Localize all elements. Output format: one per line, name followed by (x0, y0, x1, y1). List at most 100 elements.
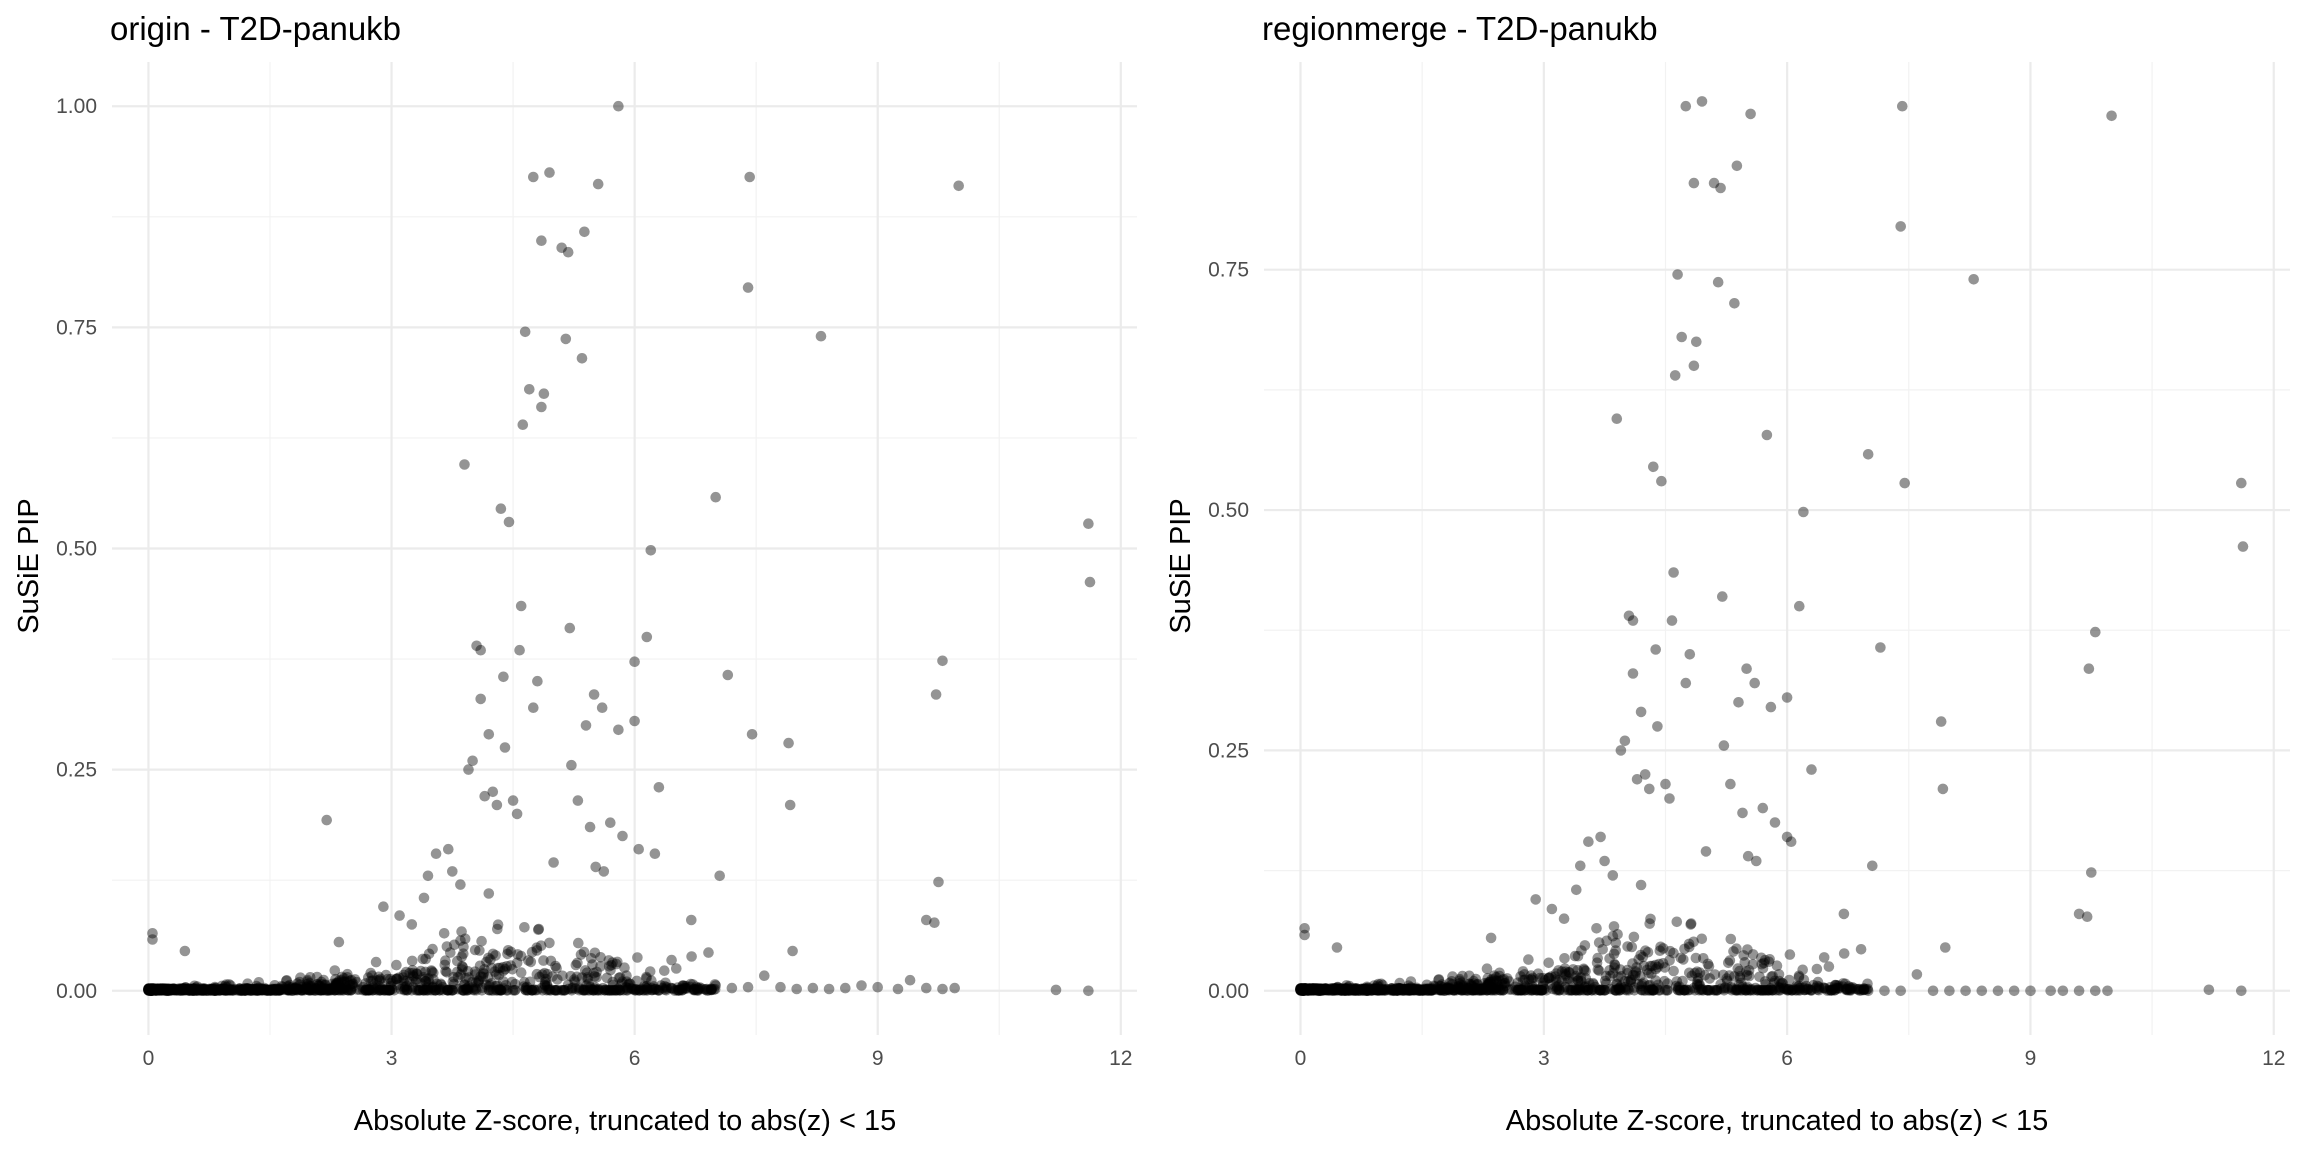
data-point (1688, 982, 1700, 994)
data-point (1861, 984, 1872, 995)
data-point (218, 984, 229, 995)
data-point (1298, 985, 1309, 996)
data-point (1644, 979, 1656, 991)
data-point (531, 945, 543, 956)
data-point (157, 984, 169, 995)
data-point (1379, 985, 1390, 996)
data-point (394, 910, 405, 921)
data-point (1609, 959, 1621, 971)
data-point (407, 967, 419, 979)
data-point (367, 985, 378, 996)
data-point (1671, 916, 1683, 928)
data-point (457, 962, 469, 973)
data-point (471, 985, 482, 996)
data-point (222, 984, 233, 996)
data-point (148, 983, 159, 994)
data-point (1651, 983, 1663, 994)
data-point (1937, 783, 1949, 795)
data-point (364, 985, 376, 996)
data-point (525, 956, 537, 968)
data-point (479, 790, 491, 802)
y-tick-label: 0.25 (1208, 739, 1249, 762)
data-point (2008, 985, 2020, 997)
data-point (937, 655, 948, 667)
data-point (539, 980, 551, 991)
data-point (1393, 982, 1404, 994)
data-point (145, 985, 157, 997)
data-point (593, 985, 604, 996)
data-point (1725, 778, 1736, 790)
data-point (498, 976, 509, 987)
data-point (146, 983, 157, 995)
data-point (579, 226, 590, 238)
data-point (639, 981, 651, 993)
data-point (1494, 975, 1505, 987)
data-point (1767, 984, 1778, 996)
data-point (1559, 953, 1570, 964)
data-point (217, 983, 228, 995)
data-point (206, 983, 218, 995)
data-point (1300, 985, 1311, 996)
data-point (1563, 976, 1574, 987)
data-point (440, 955, 451, 966)
data-point (1299, 983, 1311, 995)
data-point (1854, 983, 1865, 995)
data-point (1825, 984, 1837, 996)
data-point (1594, 985, 1606, 996)
data-point (1411, 984, 1422, 995)
data-point (515, 950, 527, 962)
data-point (1702, 985, 1713, 996)
data-point (143, 983, 154, 995)
data-point (282, 984, 294, 995)
data-point (1811, 963, 1823, 975)
data-point (1515, 984, 1526, 996)
data-point (1488, 983, 1499, 995)
data-point (1753, 984, 1764, 995)
data-point (415, 985, 426, 996)
data-point (1722, 983, 1734, 994)
data-point (164, 984, 176, 995)
data-point (1424, 985, 1435, 996)
data-point (1312, 984, 1323, 996)
data-point (275, 985, 286, 996)
data-point (1472, 978, 1483, 990)
data-point (671, 963, 682, 974)
data-point (1515, 985, 1527, 996)
data-point (367, 980, 379, 992)
data-point (145, 983, 157, 995)
data-point (252, 984, 263, 995)
data-point (1361, 981, 1373, 993)
data-point (188, 983, 200, 994)
data-point (163, 984, 174, 995)
data-point (495, 985, 507, 996)
data-point (294, 979, 306, 990)
data-point (193, 983, 204, 995)
data-point (1394, 977, 1405, 989)
data-point (1299, 984, 1310, 996)
data-point (1721, 973, 1732, 984)
data-point (1648, 985, 1659, 996)
data-point (205, 985, 217, 996)
data-point (703, 947, 714, 958)
data-point (1413, 984, 1425, 995)
data-point (1369, 984, 1381, 996)
data-point (612, 956, 623, 968)
data-point (365, 967, 377, 979)
data-point (1298, 985, 1309, 996)
data-point (151, 984, 163, 996)
data-point (242, 983, 254, 994)
data-point (255, 984, 267, 996)
data-point (147, 983, 158, 994)
data-point (204, 983, 216, 995)
data-point (254, 983, 266, 995)
data-point (592, 178, 604, 190)
data-point (1401, 985, 1412, 996)
data-point (1404, 984, 1416, 996)
data-point (1342, 982, 1354, 993)
data-point (1623, 985, 1635, 996)
data-point (268, 983, 279, 995)
data-point (163, 985, 175, 996)
data-point (1911, 969, 1923, 980)
data-point (1347, 984, 1359, 996)
data-point (1826, 985, 1837, 996)
